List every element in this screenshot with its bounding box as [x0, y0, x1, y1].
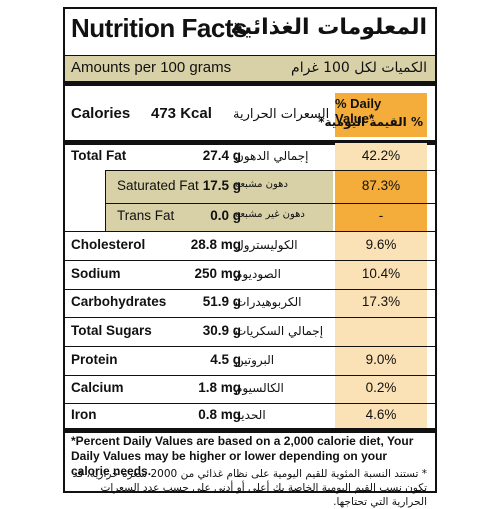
nutrient-arabic: إجمالي الدهون	[235, 149, 309, 163]
nutrient-amount: 30.9 g	[202, 323, 241, 338]
footnote-arabic: * تستند النسبة المئوية للقيم اليومية على…	[72, 468, 427, 508]
nutrient-daily-value: 10.4%	[361, 266, 401, 281]
nutrient-daily-value: 87.3%	[361, 178, 401, 193]
nutrient-arabic: الكربوهيدرات	[235, 295, 302, 309]
calories-value: 473 Kcal	[151, 105, 212, 122]
nutrient-row-protein: Protein 4.5 g البروتين 9.0%	[65, 346, 435, 375]
nutrient-name: Trans Fat	[117, 208, 175, 223]
nutrient-name: Carbohydrates	[71, 294, 167, 309]
nutrient-amount: 4.5 g	[210, 352, 241, 367]
nutrient-amount: 0.0 g	[210, 208, 241, 223]
calories-arabic: السعرات الحرارية	[233, 107, 330, 122]
nutrient-daily-value: -	[378, 208, 384, 223]
nutrient-name: Total Fat	[71, 148, 127, 163]
nutrient-amount: 0.8 mg	[198, 407, 241, 422]
nutrient-daily-value: 42.2%	[361, 148, 401, 163]
nutrient-amount: 28.8 mg	[190, 237, 241, 252]
nutrient-arabic: إجمالي السكريات	[235, 324, 324, 338]
title-english: Nutrition Facts	[71, 13, 247, 43]
nutrient-row-iron: Iron 0.8 mg الحديد 4.6%	[65, 403, 435, 428]
nutrient-name: Cholesterol	[71, 237, 146, 252]
nutrient-name: Saturated Fat	[117, 178, 199, 193]
nutrient-row-carbohydrates: Carbohydrates 51.9 g الكربوهيدرات 17.3%	[65, 289, 435, 317]
nutrient-daily-value: 9.0%	[365, 352, 397, 367]
nutrient-name: Sodium	[71, 266, 121, 281]
calories-label: Calories	[71, 105, 131, 122]
nutrient-amount: 1.8 mg	[198, 380, 241, 395]
nutrient-daily-value: 4.6%	[365, 407, 397, 422]
nutrient-arabic: الحديد	[235, 408, 266, 422]
amounts-arabic: الكميات لكل 100 غرام	[291, 60, 427, 76]
nutrient-amount: 250 mg	[194, 266, 241, 281]
nutrient-row-sodium: Sodium 250 mg الصوديوم 10.4%	[65, 260, 435, 289]
nutrient-row-calcium: Calcium 1.8 mg الكالسيوم 0.2%	[65, 375, 435, 403]
nutrient-row-cholesterol: Cholesterol 28.8 mg الكوليسترول 9.6%	[65, 231, 435, 260]
nutrient-daily-value: 17.3%	[361, 294, 401, 309]
daily-value-header: % Daily Value* % القيمة اليومية*	[318, 93, 427, 137]
nutrient-daily-value: 0.2%	[365, 380, 397, 395]
nutrient-daily-value: 9.6%	[365, 237, 397, 252]
nutrient-row-saturated-fat: Saturated Fat 17.5 g دهون مشبعة 87.3%	[65, 170, 435, 203]
nutrient-arabic: دهون غير مشبعة	[235, 209, 305, 220]
nutrient-name: Iron	[71, 407, 97, 422]
daily-value-header-english: % Daily Value*	[335, 96, 382, 126]
nutrient-name: Calcium	[71, 380, 124, 395]
nutrient-arabic: البروتين	[235, 353, 275, 367]
amounts-english: Amounts per 100 grams	[71, 59, 232, 76]
nutrient-row-trans-fat: Trans Fat 0.0 g دهون غير مشبعة -	[65, 203, 435, 231]
nutrient-arabic: دهون مشبعة	[235, 179, 288, 190]
footnote-english: *Percent Daily Values are based on a 2,0…	[71, 434, 414, 478]
nutrient-amount: 27.4 g	[202, 148, 241, 163]
nutrition-facts-label: Nutrition Facts المعلومات الغذائية Amoun…	[63, 7, 437, 508]
title-arabic: المعلومات الغذائية	[230, 15, 427, 40]
nutrient-amount: 51.9 g	[202, 294, 241, 309]
nutrient-row-total-sugars: Total Sugars 30.9 g إجمالي السكريات	[65, 317, 435, 346]
nutrient-arabic: الكوليسترول	[235, 238, 298, 252]
nutrient-amount: 17.5 g	[202, 178, 241, 193]
nutrient-row-total-fat: Total Fat 27.4 g إجمالي الدهون 42.2%	[65, 143, 435, 170]
amounts-bar: Amounts per 100 grams الكميات لكل 100 غر…	[65, 55, 435, 82]
nutrient-name: Protein	[71, 352, 118, 367]
nutrient-name: Total Sugars	[71, 323, 152, 338]
nutrient-arabic: الصوديوم	[235, 267, 281, 281]
daily-value-header-arabic: % القيمة اليومية*	[318, 115, 423, 129]
nutrient-arabic: الكالسيوم	[235, 381, 284, 395]
